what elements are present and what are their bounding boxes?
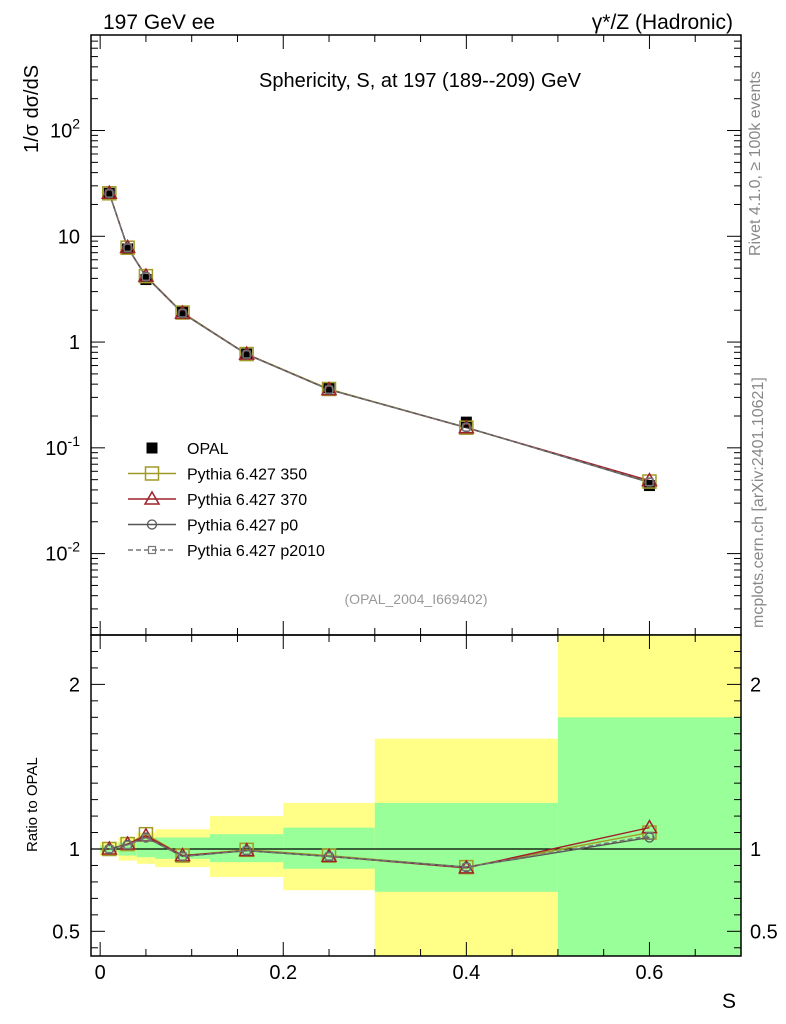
ratio-point-2	[122, 839, 133, 851]
ratio-xtick-label: 0.2	[269, 962, 297, 984]
ratio-frame	[90, 634, 742, 957]
main-ytick-label: 1	[69, 332, 80, 354]
main-point-4	[645, 477, 654, 487]
legend-label: Pythia 6.427 350	[187, 467, 307, 484]
band-inner-2	[136, 839, 156, 858]
main-point-3	[241, 349, 252, 360]
legend-label: OPAL	[187, 441, 229, 458]
legend-marker	[146, 519, 158, 530]
main-point-3	[177, 308, 188, 319]
ratio-point-3	[141, 833, 151, 842]
ratio-point-2	[104, 843, 115, 855]
ratio-point-3	[462, 863, 471, 872]
ratio-point-2	[644, 832, 655, 843]
main-point-0	[323, 382, 335, 394]
ratio-point-2	[461, 861, 472, 873]
main-point-0	[177, 305, 189, 317]
main-point-3	[122, 242, 133, 253]
main-point-4	[123, 243, 132, 252]
main-point-4	[141, 272, 151, 281]
main-point-4	[105, 189, 114, 198]
main-point-3	[104, 188, 115, 199]
main-line-1	[108, 193, 650, 483]
legend-marker	[147, 545, 157, 555]
legend-label: Pythia 6.427 370	[187, 492, 307, 509]
main-line-2	[108, 193, 650, 482]
ratio-xtick-label: 0.6	[636, 962, 664, 984]
ratio-ytick-label-right: 0.5	[750, 921, 778, 943]
ratio-point-3	[645, 831, 654, 840]
legend-label: Pythia 6.427 p2010	[187, 543, 325, 560]
band-inner-6	[374, 802, 558, 892]
ratio-ytick-label-right: 1	[750, 839, 761, 861]
rivet-label: Rivet 4.1.0, ≥ 100k events	[747, 71, 764, 256]
ratio-point-3	[123, 840, 132, 849]
main-line-4	[108, 193, 650, 483]
legend-marker	[146, 442, 158, 454]
header-right: γ*/Z (Hadronic)	[592, 11, 733, 34]
main-point-4	[324, 385, 334, 394]
band-inner-4	[210, 834, 284, 863]
main-ytick-label: 10-1	[45, 433, 80, 460]
ratio-point-3	[324, 852, 334, 861]
main-point-4	[242, 350, 251, 359]
legend-label: Pythia 6.427 p0	[187, 518, 298, 535]
ratio-ytick-label: 1	[69, 839, 80, 861]
ratio-ytick-label: 2	[69, 674, 80, 696]
main-title: Sphericity, S, at 197 (189--209) GeV	[259, 70, 582, 92]
band-inner-7	[557, 717, 741, 956]
main-point-4	[178, 309, 187, 318]
main-line-3	[108, 193, 650, 484]
main-point-0	[103, 187, 115, 199]
ratio-point-2	[140, 832, 152, 843]
legend-marker	[143, 490, 161, 505]
main-ytick-label: 102	[50, 116, 80, 143]
ratio-x-label: S	[722, 990, 736, 1013]
ratio-point-3	[242, 846, 251, 855]
main-y-label: 1/σ dσ/dS	[21, 65, 43, 153]
main-point-3	[461, 422, 472, 433]
analysis-annotation: (OPAL_2004_I669402)	[345, 591, 488, 607]
ratio-point-3	[178, 852, 187, 861]
header-left: 197 GeV ee	[103, 11, 215, 34]
ratio-ytick-label: 0.5	[52, 921, 80, 943]
main-point-0	[241, 348, 253, 360]
ratio-xtick-label: 0	[95, 962, 106, 984]
ratio-point-3	[105, 844, 114, 854]
main-ytick-label: 10-2	[45, 539, 80, 566]
ratio-xtick-label: 0.4	[452, 962, 480, 984]
ratio-ytick-label-right: 2	[750, 674, 761, 696]
ratio-point-2	[323, 851, 335, 862]
mcplots-label: mcplots.cern.ch [arXiv:2401.10621]	[750, 377, 767, 628]
main-point-3	[140, 271, 152, 282]
main-point-4	[462, 423, 471, 432]
main-point-0	[140, 274, 152, 286]
ratio-y-label: Ratio to OPAL	[24, 757, 41, 852]
legend-marker	[144, 466, 160, 481]
main-ytick-label: 10	[58, 226, 80, 248]
main-point-0	[122, 243, 134, 255]
main-point-3	[323, 384, 335, 395]
